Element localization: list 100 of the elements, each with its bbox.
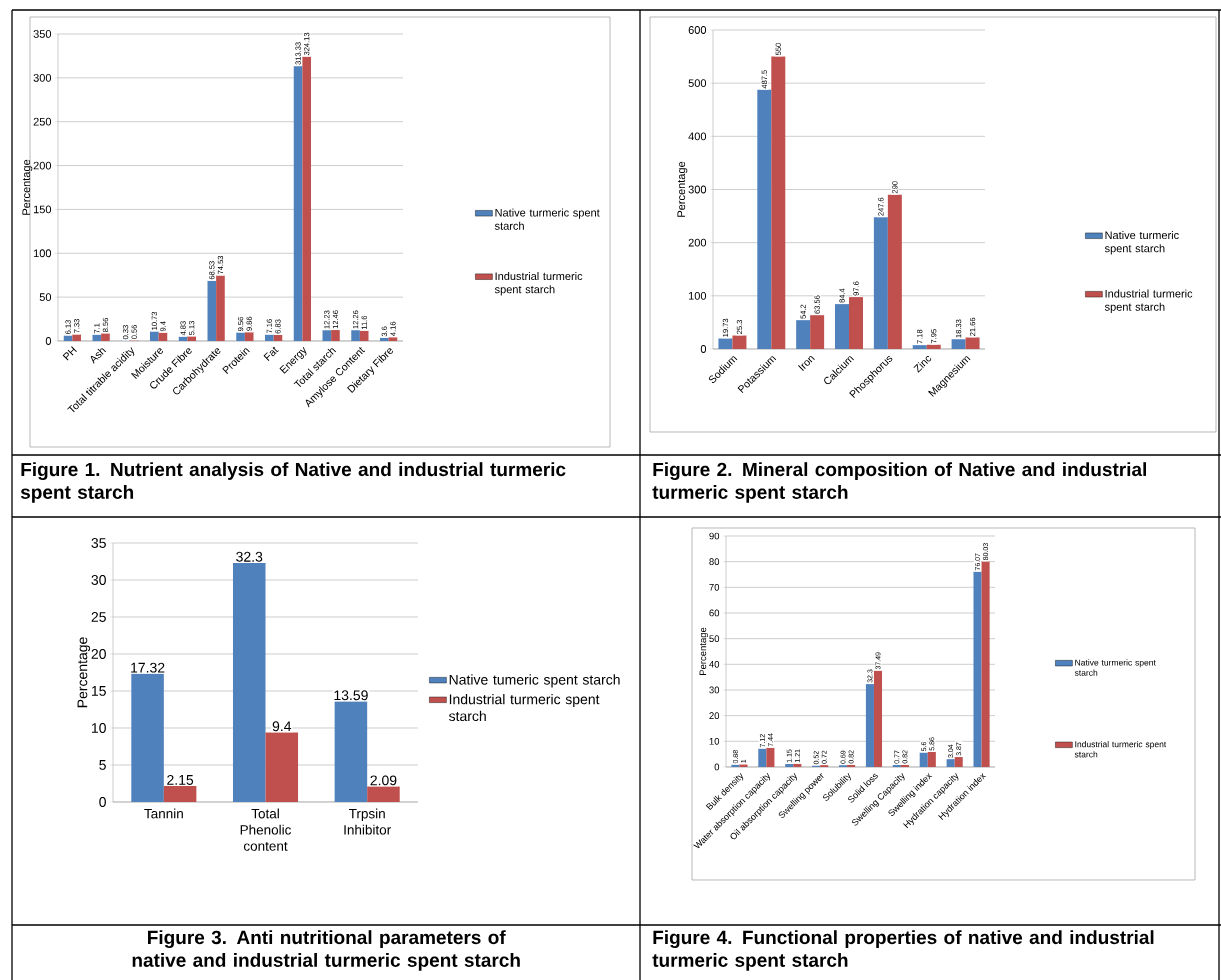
y-tick-label: 10 xyxy=(91,723,106,733)
bar xyxy=(946,759,955,767)
x-tick-label: Ash xyxy=(90,348,107,364)
bar xyxy=(273,334,283,341)
x-tick-label: Trpsin Inhibitor xyxy=(344,808,391,835)
data-label: 32.3 xyxy=(236,551,263,562)
bar xyxy=(900,764,909,767)
text: Figure 3. Anti nutritional parameters of native and industrial turmeric spent starch xyxy=(132,930,520,971)
y-axis-title: Percentage xyxy=(677,161,688,217)
text: Figure 2. Mineral composition of Native and industrial turmeric spent starch xyxy=(652,462,1146,503)
y-tick-label: 50 xyxy=(709,635,720,643)
bar xyxy=(216,275,225,341)
x-tick-label: PH xyxy=(62,346,77,361)
text: Figure 4. Functional properties of native and industrial turmeric spent starch xyxy=(652,930,1154,971)
y-tick-label: 90 xyxy=(709,532,720,540)
y-tick-label: 200 xyxy=(688,238,707,247)
bar xyxy=(187,336,197,341)
bar xyxy=(302,56,312,341)
x-tick-label: Iron xyxy=(798,355,815,371)
bar xyxy=(793,763,802,767)
bar xyxy=(785,764,794,767)
x-tick-label: Fat xyxy=(263,346,279,361)
y-tick-label: 15 xyxy=(91,686,106,696)
y-tick-label: 500 xyxy=(688,79,707,88)
bar xyxy=(322,330,332,341)
data-label: 9.4 xyxy=(272,721,292,732)
y-tick-label: 350 xyxy=(33,30,52,38)
y-tick-label: 20 xyxy=(709,712,720,720)
y-axis-title: Percentage xyxy=(77,637,91,708)
y-tick-label: 10 xyxy=(709,737,720,745)
x-tick-label: Total Phenolic content xyxy=(240,808,292,851)
y-tick-label: 80 xyxy=(709,558,720,566)
y-tick-label: 70 xyxy=(709,583,720,591)
y-tick-label: 100 xyxy=(33,249,52,258)
bar xyxy=(351,330,360,341)
y-tick-label: 200 xyxy=(33,161,52,170)
y-tick-label: 30 xyxy=(91,575,106,585)
bar xyxy=(158,332,168,341)
y-tick-label: 600 xyxy=(688,26,707,34)
bar xyxy=(150,331,159,341)
y-tick-label: 300 xyxy=(33,73,52,82)
bar xyxy=(265,334,274,341)
y-tick-label: 25 xyxy=(91,612,106,622)
data-label: 17.32 xyxy=(131,662,165,673)
legend-label: Industrial turmeric spent starch xyxy=(1074,740,1167,758)
y-tick-label: 35 xyxy=(91,538,106,548)
legend-label: Native turmeric spent starch xyxy=(1074,659,1156,676)
bar xyxy=(232,562,266,802)
y-tick-label: 300 xyxy=(688,185,707,194)
bar xyxy=(927,751,936,767)
data-label: 2.09 xyxy=(370,775,397,786)
bar xyxy=(163,786,197,802)
y-tick-label: 100 xyxy=(688,291,707,300)
bar xyxy=(865,684,874,767)
legend-label: Native tumeric spent starch xyxy=(449,674,620,688)
bar xyxy=(919,752,928,767)
bar xyxy=(72,334,82,341)
bar xyxy=(835,304,850,349)
y-axis-title: Percentage xyxy=(22,159,33,215)
legend-label: Industrial turmeric spent starch xyxy=(494,271,583,296)
y-tick-label: 150 xyxy=(33,205,52,214)
y-tick-label: 0 xyxy=(99,797,106,807)
bar xyxy=(236,332,245,341)
y-tick-label: 20 xyxy=(91,649,106,659)
y-tick-label: 5 xyxy=(99,760,106,770)
y-tick-label: 30 xyxy=(709,686,720,694)
bar xyxy=(334,701,368,802)
data-label: 13.59 xyxy=(334,690,368,701)
legend-label: Native turmeric spent starch xyxy=(494,208,600,230)
bar xyxy=(954,757,963,767)
bar xyxy=(207,280,217,341)
bar xyxy=(849,297,863,349)
bar xyxy=(718,338,733,349)
bar xyxy=(912,345,927,349)
legend-label: Industrial turmeric spent starch xyxy=(1104,289,1193,313)
bar xyxy=(810,315,825,349)
text: Figure 1. Nutrient analysis of Native and industrial turmeric spent starch xyxy=(20,462,566,503)
bar xyxy=(359,330,369,341)
bar xyxy=(293,66,303,341)
bar xyxy=(981,561,990,767)
legend-label: Industrial turmeric spent starch xyxy=(448,693,600,722)
bar xyxy=(732,335,747,349)
y-tick-label: 50 xyxy=(39,293,52,302)
y-tick-label: 0 xyxy=(700,345,707,353)
y-tick-label: 0 xyxy=(45,337,52,345)
bar xyxy=(873,217,888,349)
legend-label: Native turmeric spent starch xyxy=(1104,231,1179,255)
y-tick-label: 40 xyxy=(709,660,720,668)
bar xyxy=(847,764,856,767)
y-tick-label: 400 xyxy=(688,132,707,141)
y-tick-label: 250 xyxy=(33,117,52,126)
bar xyxy=(244,332,254,341)
bar xyxy=(331,330,340,341)
y-tick-label: 60 xyxy=(709,609,720,617)
y-tick-label: 0 xyxy=(714,763,720,771)
data-label: 2.15 xyxy=(167,774,194,785)
bar xyxy=(101,333,110,341)
bar xyxy=(951,339,966,349)
bar xyxy=(131,673,164,802)
bar xyxy=(965,337,980,349)
